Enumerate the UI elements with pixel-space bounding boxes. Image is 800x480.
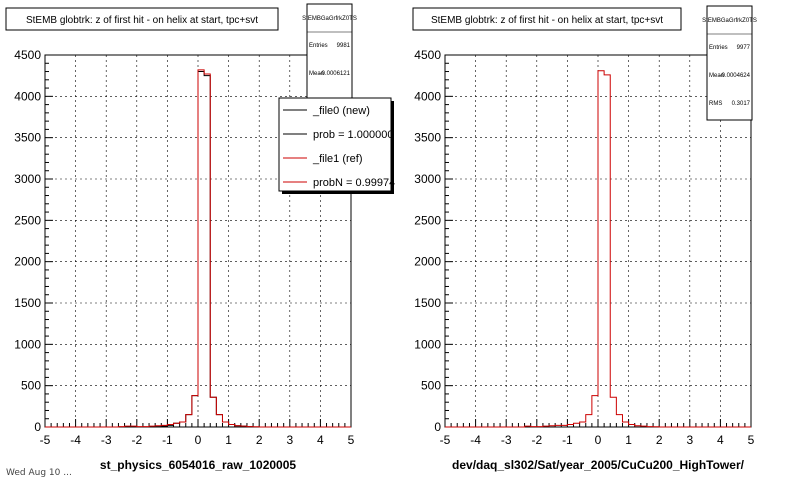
x-tick-label: -2 (531, 433, 542, 447)
y-tick-label: 4000 (14, 89, 41, 103)
x-tick-label: -5 (40, 433, 51, 447)
chart-title: StEMB globtrk: z of first hit - on helix… (431, 15, 663, 26)
legend-label: _file0 (new) (312, 105, 370, 117)
y-tick-label: 500 (421, 379, 441, 393)
stats-value: 9977 (737, 45, 751, 51)
stats-label: Entries (309, 43, 328, 49)
legend-label: _file1 (ref) (312, 153, 363, 165)
y-tick-label: 2500 (414, 213, 441, 227)
x-tick-label: 0 (595, 433, 602, 447)
footnote: Wed Aug 10 ... (6, 468, 72, 478)
stats-label: Entries (709, 45, 728, 51)
x-tick-label: -5 (440, 433, 451, 447)
x-tick-label: 4 (717, 433, 724, 447)
stats-label: Mean (709, 73, 724, 79)
stats-name: StEMBGaGrfrkZ0TS (702, 18, 757, 24)
x-tick-label: 5 (748, 433, 755, 447)
legend-label: prob = 1.000000 (313, 129, 393, 141)
title-box (412, 7, 682, 31)
x-tick-label: -2 (131, 433, 142, 447)
y-tick-label: 3000 (414, 172, 441, 186)
y-tick-label: 1000 (14, 337, 41, 351)
x-tick-label: -1 (562, 433, 573, 447)
x-tick-label: 4 (317, 433, 324, 447)
y-tick-label: 3500 (414, 131, 441, 145)
y-tick-label: 500 (21, 379, 41, 393)
legend-label: probN = 0.99974 (313, 177, 395, 189)
histogram-series-1 (45, 69, 351, 428)
x-tick-label: -1 (162, 433, 173, 447)
title-box (5, 7, 279, 31)
y-tick-label: 4000 (414, 89, 441, 103)
y-tick-label: 2500 (14, 213, 41, 227)
y-tick-label: 0 (434, 420, 441, 434)
stats-value: -0.0006121 (320, 71, 351, 77)
x-tick-label: -3 (501, 433, 512, 447)
chart-title: StEMB globtrk: z of first hit - on helix… (26, 15, 258, 26)
stats-value: 9981 (337, 43, 351, 49)
y-tick-label: 1500 (414, 296, 441, 310)
y-tick-label: 2000 (414, 255, 441, 269)
stats-value: 0.3017 (732, 101, 751, 107)
y-tick-label: 0 (34, 420, 41, 434)
y-tick-label: 4500 (414, 48, 441, 62)
x-tick-label: 1 (625, 433, 632, 447)
stats-box (706, 5, 753, 121)
x-tick-label: 3 (286, 433, 293, 447)
y-tick-label: 2000 (14, 255, 41, 269)
x-tick-label: 2 (656, 433, 663, 447)
x-tick-label: 3 (686, 433, 693, 447)
x-tick-label: 1 (225, 433, 232, 447)
y-tick-label: 3000 (14, 172, 41, 186)
y-tick-label: 4500 (14, 48, 41, 62)
x-tick-label: 0 (195, 433, 202, 447)
y-tick-label: 3500 (14, 131, 41, 145)
stats-value: -0.0004624 (720, 73, 751, 79)
stats-box (306, 3, 353, 111)
x-tick-label: 5 (348, 433, 355, 447)
y-tick-label: 1000 (414, 337, 441, 351)
stats-label: RMS (709, 101, 722, 107)
x-tick-label: -4 (70, 433, 81, 447)
x-tick-label: 2 (256, 433, 263, 447)
legend-box (278, 97, 392, 192)
x-tick-label: -4 (470, 433, 481, 447)
stats-name: StEMBGaGrfrkZ0TS (302, 16, 357, 22)
x-axis-label: dev/daq_sl302/Sat/year_2005/CuCu200_High… (452, 458, 745, 472)
x-axis-label: st_physics_6054016_raw_1020005 (100, 458, 296, 472)
x-tick-label: -3 (101, 433, 112, 447)
stats-label: Mean (309, 71, 324, 77)
histogram-series-0 (445, 70, 751, 428)
y-tick-label: 1500 (14, 296, 41, 310)
